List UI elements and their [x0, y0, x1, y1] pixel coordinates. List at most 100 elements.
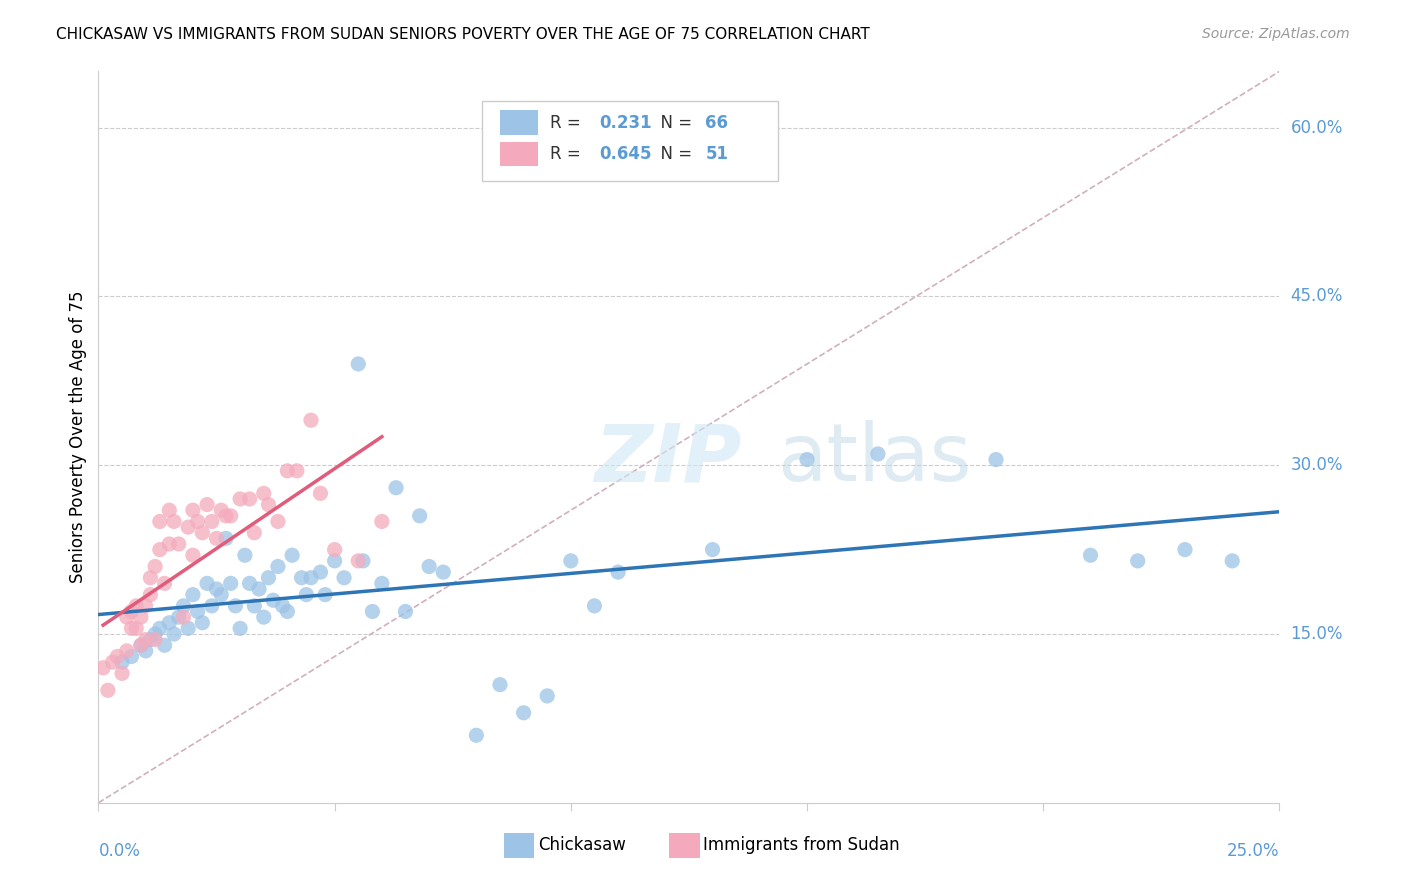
- Text: 51: 51: [706, 145, 728, 163]
- Point: [394, 605, 416, 619]
- Point: [181, 548, 204, 562]
- Point: [215, 532, 238, 546]
- Point: [347, 554, 370, 568]
- Point: [115, 644, 138, 658]
- Text: CHICKASAW VS IMMIGRANTS FROM SUDAN SENIORS POVERTY OVER THE AGE OF 75 CORRELATIO: CHICKASAW VS IMMIGRANTS FROM SUDAN SENIO…: [56, 27, 870, 42]
- Point: [309, 486, 332, 500]
- Point: [181, 503, 204, 517]
- Point: [187, 605, 209, 619]
- Text: 15.0%: 15.0%: [1291, 625, 1343, 643]
- Text: 66: 66: [706, 113, 728, 131]
- Point: [299, 571, 322, 585]
- Point: [418, 559, 440, 574]
- Point: [1220, 554, 1243, 568]
- Point: [172, 610, 194, 624]
- Point: [560, 554, 582, 568]
- Point: [465, 728, 488, 742]
- Text: Source: ZipAtlas.com: Source: ZipAtlas.com: [1202, 27, 1350, 41]
- Point: [295, 588, 318, 602]
- Point: [536, 689, 558, 703]
- Point: [121, 605, 143, 619]
- Point: [271, 599, 294, 613]
- Point: [314, 588, 336, 602]
- Point: [143, 627, 166, 641]
- Text: Chickasaw: Chickasaw: [537, 836, 626, 855]
- Point: [285, 464, 308, 478]
- Point: [323, 554, 346, 568]
- Point: [201, 515, 224, 529]
- Point: [153, 638, 176, 652]
- Point: [129, 610, 152, 624]
- Point: [229, 621, 252, 635]
- Point: [361, 605, 384, 619]
- Point: [290, 571, 312, 585]
- Point: [149, 621, 172, 635]
- Point: [257, 498, 280, 512]
- Point: [371, 515, 394, 529]
- Point: [352, 554, 374, 568]
- Point: [191, 525, 214, 540]
- Point: [121, 621, 143, 635]
- Point: [1080, 548, 1102, 562]
- Text: N =: N =: [650, 113, 697, 131]
- Point: [247, 582, 270, 596]
- Point: [239, 491, 262, 506]
- Point: [1126, 554, 1149, 568]
- Text: R =: R =: [550, 113, 585, 131]
- Point: [177, 621, 200, 635]
- Text: 45.0%: 45.0%: [1291, 287, 1343, 305]
- Point: [139, 632, 162, 647]
- Point: [111, 655, 134, 669]
- Point: [333, 571, 356, 585]
- Point: [139, 588, 162, 602]
- Text: 0.231: 0.231: [599, 113, 652, 131]
- Point: [984, 452, 1007, 467]
- Text: 25.0%: 25.0%: [1227, 842, 1279, 860]
- Point: [224, 599, 246, 613]
- FancyBboxPatch shape: [482, 101, 778, 181]
- Point: [281, 548, 304, 562]
- Point: [157, 503, 180, 517]
- Point: [385, 481, 408, 495]
- Point: [215, 508, 238, 523]
- FancyBboxPatch shape: [503, 833, 534, 858]
- Point: [276, 605, 298, 619]
- Point: [607, 565, 630, 579]
- Point: [257, 571, 280, 585]
- Point: [239, 576, 262, 591]
- Point: [267, 559, 290, 574]
- Point: [187, 515, 209, 529]
- Text: atlas: atlas: [778, 420, 972, 498]
- Point: [135, 644, 157, 658]
- Point: [205, 582, 228, 596]
- Point: [243, 525, 266, 540]
- Point: [702, 542, 724, 557]
- Point: [583, 599, 606, 613]
- Point: [1174, 542, 1197, 557]
- Point: [129, 638, 152, 652]
- Point: [172, 599, 194, 613]
- Point: [91, 661, 114, 675]
- Point: [219, 508, 242, 523]
- Point: [233, 548, 256, 562]
- Point: [796, 452, 818, 467]
- Text: 60.0%: 60.0%: [1291, 119, 1343, 136]
- Point: [219, 576, 242, 591]
- Text: 0.0%: 0.0%: [98, 842, 141, 860]
- Text: 30.0%: 30.0%: [1291, 456, 1343, 475]
- Point: [97, 683, 120, 698]
- Point: [267, 515, 290, 529]
- Point: [149, 542, 172, 557]
- Point: [299, 413, 322, 427]
- Text: R =: R =: [550, 145, 585, 163]
- Point: [209, 503, 232, 517]
- Point: [432, 565, 454, 579]
- Point: [135, 632, 157, 647]
- Point: [153, 576, 176, 591]
- Point: [229, 491, 252, 506]
- Point: [125, 599, 148, 613]
- Point: [408, 508, 430, 523]
- Point: [139, 571, 162, 585]
- Point: [149, 515, 172, 529]
- Point: [195, 576, 218, 591]
